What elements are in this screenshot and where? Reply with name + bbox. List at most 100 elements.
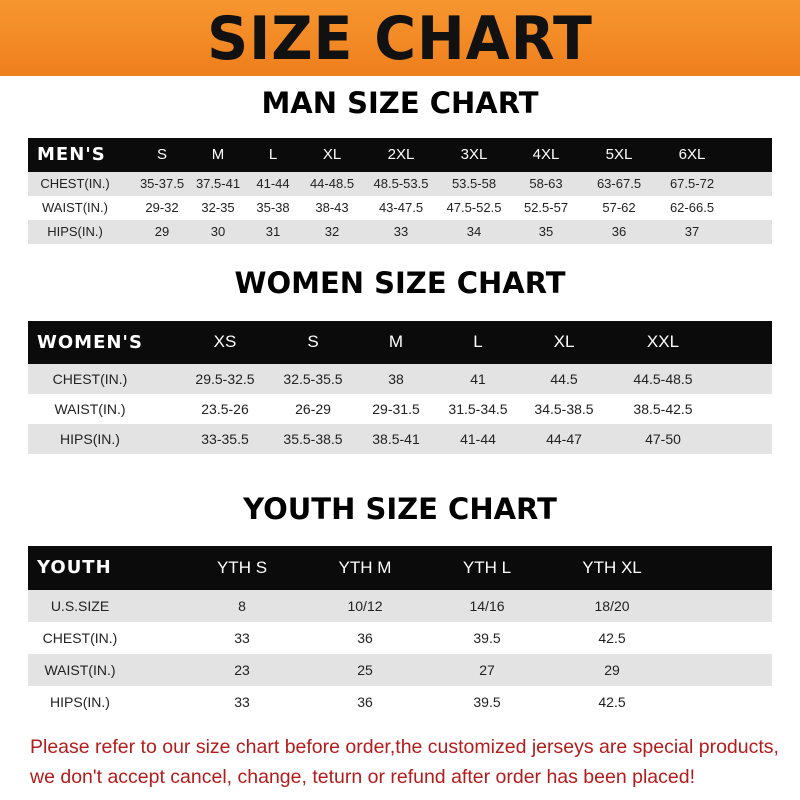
- men-header-row: MEN'S S M L XL 2XL 3XL 4XL 5XL 6XL: [28, 138, 772, 172]
- table-cell: 53.5-58: [451, 176, 497, 192]
- size-header: XL: [322, 146, 342, 163]
- table-cell: 37: [684, 224, 700, 240]
- table-cell: 33: [393, 224, 409, 240]
- table-cell: 47.5-52.5: [446, 200, 502, 216]
- size-header: M: [388, 332, 404, 352]
- youth-section-title: YOUTH SIZE CHART: [243, 492, 557, 526]
- men-section-title: MAN SIZE CHART: [261, 86, 539, 120]
- table-row: CHEST(IN.) 35-37.5 37.5-41 41-44 44-48.5 48.5…: [28, 172, 772, 196]
- size-header: M: [211, 146, 225, 163]
- table-cell: 34.5-38.5: [534, 400, 594, 417]
- table-cell: 33-35.5: [201, 430, 249, 447]
- row-label: HIPS(IN.): [47, 224, 103, 240]
- size-header: XL: [553, 332, 575, 352]
- table-cell: 35.5-38.5: [283, 430, 343, 447]
- youth-header-label: YOUTH: [37, 557, 112, 578]
- table-cell: 42.5: [598, 693, 626, 710]
- table-cell: 29: [604, 661, 620, 678]
- table-cell: 35-38: [256, 200, 290, 216]
- table-row: WAIST(IN.) 23.5-26 26-29 29-31.5 31.5-34.5 34…: [28, 394, 772, 424]
- table-row: HIPS(IN.) 33 36 39.5 42.5: [28, 686, 772, 718]
- row-label: WAIST(IN.): [54, 400, 126, 417]
- row-label: U.S.SIZE: [50, 597, 110, 614]
- table-cell: 14/16: [469, 597, 505, 614]
- size-header: XS: [213, 332, 237, 352]
- size-header: YTH S: [216, 557, 268, 577]
- table-cell: 44-47: [546, 430, 582, 447]
- table-cell: 36: [611, 224, 627, 240]
- table-cell: 23.5-26: [201, 400, 249, 417]
- table-cell: 30: [210, 224, 226, 240]
- table-cell: 8: [238, 597, 246, 614]
- size-header: YTH M: [338, 557, 392, 577]
- table-row: WAIST(IN.) 23 25 27 29: [28, 654, 772, 686]
- size-header: XXL: [646, 332, 680, 352]
- table-cell: 57-62: [602, 200, 636, 216]
- table-cell: 29.5-32.5: [195, 370, 255, 387]
- table-cell: 27: [479, 661, 495, 678]
- size-header: 6XL: [678, 146, 706, 163]
- men-header-label: MEN'S: [37, 144, 106, 165]
- table-cell: 52.5-57: [523, 200, 569, 216]
- table-cell: 44-48.5: [309, 176, 355, 192]
- table-cell: 35: [538, 224, 554, 240]
- youth-size-table: YOUTH YTH S YTH M YTH L YTH XL U.S.SIZE 8 10/12…: [28, 546, 772, 718]
- table-row: U.S.SIZE 8 10/12 14/16 18/20: [28, 590, 772, 622]
- size-header: 4XL: [532, 146, 560, 163]
- table-cell: 39.5: [473, 629, 501, 646]
- women-header-label: WOMEN'S: [37, 331, 143, 353]
- men-size-table: MEN'S S M L XL 2XL 3XL 4XL 5XL 6XL CHEST(IN.) 35-37…: [28, 138, 772, 244]
- table-row: HIPS(IN.) 33-35.5 35.5-38.5 38.5-41 41-44 44-…: [28, 424, 772, 454]
- table-cell: 62-66.5: [669, 200, 715, 216]
- row-label: WAIST(IN.): [44, 661, 116, 678]
- table-cell: 42.5: [598, 629, 626, 646]
- table-cell: 25: [357, 661, 373, 678]
- size-header: 3XL: [460, 146, 488, 163]
- table-cell: 38-43: [315, 200, 349, 216]
- size-header: L: [268, 146, 278, 163]
- table-cell: 41: [470, 370, 486, 387]
- table-row: WAIST(IN.) 29-32 32-35 35-38 38-43 43-47.5 47.…: [28, 196, 772, 220]
- table-cell: 43-47.5: [378, 200, 424, 216]
- table-cell: 26-29: [295, 400, 331, 417]
- table-cell: 41-44: [460, 430, 496, 447]
- table-cell: 41-44: [256, 176, 290, 192]
- table-cell: 32-35: [201, 200, 235, 216]
- table-cell: 36: [357, 629, 373, 646]
- table-cell: 58-63: [529, 176, 563, 192]
- size-header: YTH L: [462, 557, 512, 577]
- table-cell: 44.5: [550, 370, 578, 387]
- table-cell: 63-67.5: [596, 176, 642, 192]
- table-cell: 29-32: [145, 200, 179, 216]
- table-cell: 34: [466, 224, 482, 240]
- table-cell: 36: [357, 693, 373, 710]
- women-size-table: WOMEN'S XS S M L XL XXL CHEST(IN.) 29.5-32.5 32.5…: [28, 321, 772, 455]
- table-cell: 67.5-72: [669, 176, 715, 192]
- table-cell: 18/20: [594, 597, 630, 614]
- table-cell: 33: [234, 693, 250, 710]
- table-cell: 10/12: [347, 597, 383, 614]
- table-cell: 31.5-34.5: [448, 400, 508, 417]
- table-cell: 31: [265, 224, 281, 240]
- table-cell: 29: [154, 224, 170, 240]
- row-label: CHEST(IN.): [40, 176, 110, 192]
- row-label: CHEST(IN.): [52, 370, 128, 387]
- table-cell: 23: [234, 661, 250, 678]
- table-row: CHEST(IN.) 33 36 39.5 42.5: [28, 622, 772, 654]
- banner: SIZE CHART: [0, 0, 800, 76]
- size-header: YTH XL: [582, 557, 642, 577]
- row-label: CHEST(IN.): [42, 629, 118, 646]
- table-cell: 39.5: [473, 693, 501, 710]
- table-cell: 32: [324, 224, 340, 240]
- table-cell: 38.5-42.5: [633, 400, 693, 417]
- table-cell: 29-31.5: [372, 400, 420, 417]
- row-label: WAIST(IN.): [42, 200, 108, 216]
- row-label: HIPS(IN.): [50, 693, 110, 710]
- table-cell: 44.5-48.5: [633, 370, 693, 387]
- row-label: HIPS(IN.): [60, 430, 120, 447]
- table-cell: 47-50: [645, 430, 681, 447]
- size-header: 5XL: [605, 146, 633, 163]
- notice-line-1: Please refer to our size chart before or…: [30, 736, 779, 758]
- size-header: S: [307, 332, 319, 352]
- women-section-title: WOMEN SIZE CHART: [234, 266, 566, 300]
